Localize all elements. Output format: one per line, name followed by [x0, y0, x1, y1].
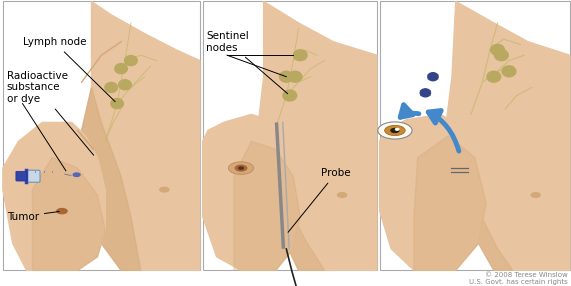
Polygon shape [414, 136, 486, 270]
Circle shape [73, 173, 80, 176]
Circle shape [531, 193, 540, 197]
Circle shape [337, 193, 347, 197]
Polygon shape [234, 141, 300, 270]
Ellipse shape [124, 55, 137, 65]
Text: © 2008 Terese Winslow
U.S. Govt. has certain rights: © 2008 Terese Winslow U.S. Govt. has cer… [469, 272, 568, 285]
Polygon shape [264, 122, 324, 270]
Circle shape [228, 162, 254, 174]
Circle shape [235, 165, 247, 171]
Circle shape [57, 208, 67, 214]
Ellipse shape [487, 71, 501, 82]
Polygon shape [259, 1, 377, 270]
Bar [380, 1, 570, 270]
Ellipse shape [111, 99, 123, 109]
Circle shape [391, 128, 399, 132]
Circle shape [385, 125, 405, 136]
Ellipse shape [115, 63, 127, 74]
Bar [203, 1, 377, 270]
FancyArrowPatch shape [428, 110, 459, 151]
Ellipse shape [420, 89, 431, 97]
Text: Probe: Probe [288, 168, 351, 232]
Circle shape [160, 187, 169, 192]
Ellipse shape [490, 44, 504, 55]
FancyArrowPatch shape [400, 105, 419, 117]
Ellipse shape [494, 50, 508, 61]
Text: Tumor: Tumor [7, 212, 59, 221]
Polygon shape [203, 114, 300, 270]
Circle shape [378, 122, 412, 139]
FancyBboxPatch shape [16, 171, 27, 181]
Text: Sentinel
nodes: Sentinel nodes [206, 31, 288, 94]
Circle shape [396, 128, 399, 130]
Bar [3, 1, 200, 270]
Ellipse shape [283, 90, 297, 101]
Polygon shape [78, 88, 140, 270]
Text: Lymph node: Lymph node [22, 37, 115, 102]
FancyBboxPatch shape [27, 170, 40, 182]
Polygon shape [380, 114, 486, 270]
Ellipse shape [288, 71, 302, 82]
Polygon shape [452, 122, 513, 270]
Polygon shape [33, 157, 105, 270]
Ellipse shape [105, 82, 118, 92]
Ellipse shape [293, 50, 307, 61]
Ellipse shape [428, 73, 438, 81]
Text: Radioactive
substance
or dye: Radioactive substance or dye [7, 71, 94, 155]
Polygon shape [3, 122, 105, 270]
Circle shape [239, 167, 243, 169]
Polygon shape [447, 1, 570, 270]
Ellipse shape [279, 71, 293, 82]
Ellipse shape [502, 66, 516, 77]
Polygon shape [78, 1, 200, 270]
Ellipse shape [119, 80, 131, 90]
